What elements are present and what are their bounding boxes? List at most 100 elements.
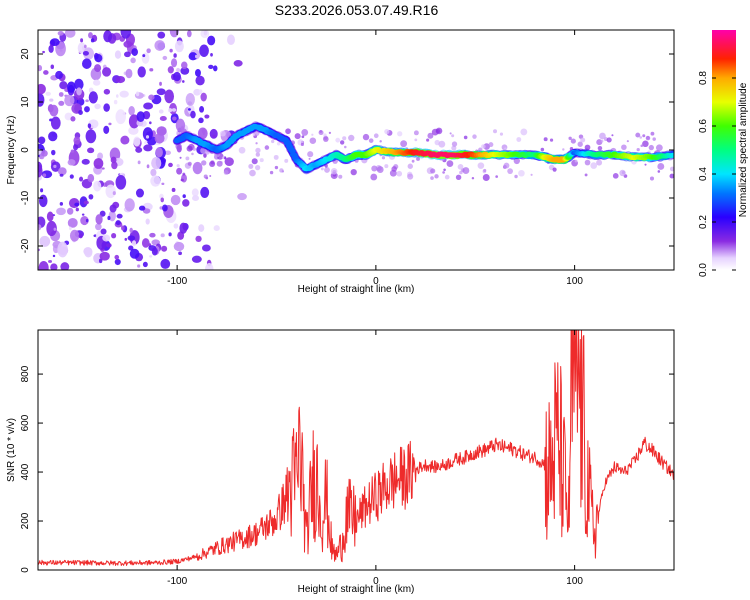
- ridge-halo-speckle: [543, 137, 548, 142]
- noise-speckle: [128, 126, 139, 135]
- noise-speckle: [171, 187, 176, 193]
- ridge-halo-speckle: [248, 163, 254, 169]
- noise-speckle: [173, 71, 181, 82]
- noise-speckle: [144, 141, 147, 145]
- noise-speckle: [142, 127, 153, 141]
- ridge-halo-speckle: [185, 156, 190, 161]
- ridge-halo-speckle: [182, 172, 186, 176]
- noise-speckle: [158, 109, 164, 114]
- noise-speckle: [57, 31, 64, 36]
- noise-speckle: [43, 70, 49, 75]
- noise-speckle: [74, 78, 84, 91]
- noise-speckle: [42, 173, 47, 178]
- noise-speckle: [146, 48, 151, 54]
- ridge-halo-speckle: [209, 160, 216, 168]
- noise-speckle: [137, 66, 146, 78]
- noise-speckle: [50, 263, 58, 270]
- ridge-halo-speckle: [552, 167, 557, 172]
- noise-speckle: [123, 40, 132, 48]
- noise-speckle: [84, 44, 87, 49]
- noise-speckle: [111, 161, 118, 170]
- noise-speckle: [195, 75, 205, 86]
- x-tick-label: 0: [373, 576, 379, 587]
- ridge-halo-speckle: [669, 173, 674, 179]
- ridge-halo-speckle: [397, 131, 403, 137]
- noise-speckle: [174, 40, 184, 53]
- noise-speckle: [69, 226, 72, 231]
- noise-speckle: [88, 91, 98, 104]
- noise-speckle: [151, 156, 162, 170]
- noise-speckle: [59, 173, 64, 177]
- noise-speckle: [210, 52, 213, 57]
- noise-speckle: [127, 235, 136, 241]
- ridge-halo-speckle: [612, 172, 619, 179]
- noise-speckle: [94, 103, 101, 110]
- ridge-halo-speckle: [255, 164, 261, 171]
- ridge-halo-speckle: [238, 146, 246, 154]
- noise-speckle: [38, 64, 43, 72]
- noise-speckle: [76, 87, 82, 96]
- noise-speckle: [204, 262, 214, 270]
- y-tick-label: 0: [20, 567, 31, 573]
- noise-speckle: [186, 30, 192, 38]
- y-tick-label: 200: [20, 512, 31, 529]
- colorbar-label: Normalized spectral amplitude: [738, 82, 749, 217]
- noise-speckle: [66, 207, 74, 215]
- noise-speckle: [227, 34, 235, 46]
- snr-series-line: [38, 330, 674, 566]
- ridge-halo-speckle: [348, 134, 355, 142]
- ridge-halo-speckle: [446, 160, 454, 168]
- noise-speckle: [69, 174, 74, 179]
- noise-speckle: [38, 224, 42, 231]
- ridge-halo-speckle: [562, 148, 565, 151]
- noise-speckle: [120, 135, 130, 145]
- noise-speckle: [49, 98, 54, 102]
- ridge-halo-speckle: [619, 169, 626, 177]
- noise-speckle: [93, 158, 104, 169]
- noise-speckle: [182, 194, 186, 199]
- ridge-halo-speckle: [344, 145, 347, 149]
- noise-speckle: [50, 116, 61, 130]
- ridge-halo-speckle: [639, 136, 643, 139]
- ridge-halo-speckle: [655, 144, 663, 152]
- noise-speckle: [106, 243, 112, 248]
- noise-speckle: [48, 44, 54, 53]
- noise-speckle: [164, 89, 175, 104]
- noise-speckle: [95, 223, 102, 231]
- noise-speckle: [103, 103, 110, 112]
- ridge-halo-speckle: [319, 129, 323, 133]
- noise-speckle: [180, 178, 184, 182]
- noise-speckle: [146, 164, 150, 169]
- ridge-halo-speckle: [187, 161, 192, 166]
- ridge-halo-speckle: [669, 166, 674, 172]
- noise-speckle: [150, 175, 161, 187]
- noise-speckle: [159, 206, 163, 210]
- noise-speckle: [82, 50, 89, 56]
- ridge-halo-speckle: [379, 154, 382, 157]
- ridge-halo-speckle: [269, 170, 274, 175]
- noise-speckle: [79, 176, 84, 182]
- noise-speckle: [143, 102, 154, 110]
- ridge-halo-speckle: [657, 170, 661, 173]
- snr-series-layer: [38, 330, 674, 566]
- noise-speckle: [131, 240, 137, 247]
- ridge-halo-speckle: [381, 156, 386, 160]
- noise-speckle: [58, 92, 64, 97]
- noise-speckle: [130, 57, 136, 64]
- ridge-halo-speckle: [626, 140, 629, 143]
- colorbar-ticks: 0.0 0.2 0.4 0.6 0.8: [698, 71, 736, 277]
- noise-speckle: [60, 262, 70, 270]
- noise-speckle: [170, 194, 181, 206]
- snr-plot: -100 0 100 0 200 400 600 800 Height of straigh…: [6, 329, 675, 595]
- noise-speckle: [108, 122, 112, 126]
- spectrogram-x-ticks: -100 0 100: [167, 30, 583, 287]
- noise-speckle: [75, 207, 79, 212]
- ridge-halo-speckle: [371, 165, 378, 172]
- noise-speckle: [50, 64, 55, 70]
- noise-speckle: [81, 58, 92, 69]
- noise-speckle: [209, 128, 218, 139]
- y-tick-label: 600: [20, 414, 31, 431]
- ridge-halo-speckle: [549, 138, 554, 142]
- noise-speckle: [56, 207, 66, 216]
- ridge-halo-speckle: [493, 129, 498, 134]
